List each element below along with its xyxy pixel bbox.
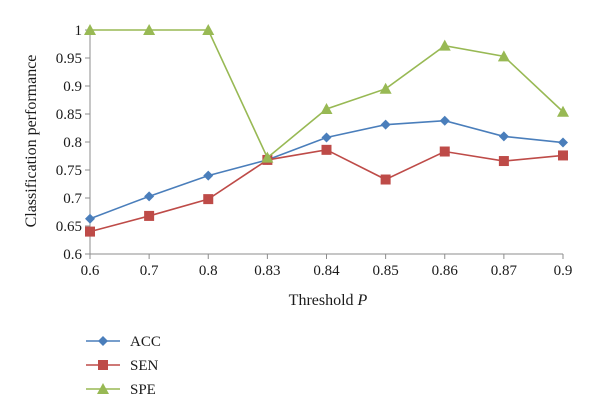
y-tick-label: 0.9 <box>63 79 82 95</box>
y-tick-label: 0.85 <box>56 107 82 123</box>
legend-marker <box>98 360 108 370</box>
y-tick-label: 1 <box>75 23 83 39</box>
data-point-sen <box>144 210 155 221</box>
x-tick-label: 0.87 <box>491 263 518 279</box>
data-point-sen <box>85 226 95 237</box>
y-tick-label: 0.75 <box>56 163 82 179</box>
y-tick-label: 0.95 <box>56 51 82 67</box>
y-tick-label: 0.8 <box>63 135 82 151</box>
series-sen <box>85 144 568 237</box>
data-point-spe <box>202 24 215 35</box>
legend: ACC SEN SPE <box>86 334 161 398</box>
data-point-sen <box>498 156 509 167</box>
data-point-sen <box>203 194 214 205</box>
x-axis-title: Threshold P <box>289 292 368 309</box>
data-point-acc <box>380 119 391 130</box>
legend-item-spe: SPE <box>86 382 156 398</box>
series-layer <box>84 24 569 237</box>
x-tick-label: 0.85 <box>373 263 399 279</box>
y-axis-title: Classification performance <box>23 55 40 228</box>
data-point-sen <box>321 144 332 155</box>
data-point-spe <box>320 102 333 114</box>
data-point-acc <box>144 191 155 202</box>
x-axis-title-text: Threshold <box>289 292 354 309</box>
data-point-sen <box>439 146 450 157</box>
data-point-acc <box>85 213 95 224</box>
legend-label: SPE <box>130 382 156 398</box>
data-point-spe <box>438 39 451 51</box>
data-point-acc <box>321 132 332 143</box>
data-point-sen <box>558 150 568 161</box>
legend-item-acc: ACC <box>86 334 161 350</box>
series-acc <box>85 115 568 224</box>
y-tick-label: 0.6 <box>63 247 82 263</box>
data-point-acc <box>203 170 214 181</box>
data-point-acc <box>439 115 450 126</box>
x-tick-label: 0.8 <box>199 263 218 279</box>
data-point-spe <box>261 151 274 163</box>
x-axis-title-variable: P <box>357 292 368 309</box>
x-tick-label: 0.86 <box>432 263 459 279</box>
x-tick-label: 0.83 <box>254 263 280 279</box>
x-tick-label: 0.9 <box>554 263 573 279</box>
legend-label: ACC <box>130 334 161 350</box>
legend-marker <box>97 383 109 394</box>
x-tick-label: 0.84 <box>313 263 340 279</box>
data-point-acc <box>558 137 568 148</box>
series-line-sen <box>89 149 564 233</box>
legend-marker <box>98 336 108 346</box>
data-point-spe <box>379 82 392 94</box>
data-point-spe <box>84 24 96 35</box>
data-point-spe <box>557 105 569 117</box>
data-point-sen <box>380 174 391 185</box>
axes: 0.6 0.65 0.7 0.75 0.8 0.85 0.9 0.95 1 0.6 0.7 0.8 0.… <box>56 23 573 279</box>
y-tick-label: 0.65 <box>56 219 82 235</box>
legend-item-sen: SEN <box>86 358 159 374</box>
data-point-spe <box>497 50 510 62</box>
data-point-spe <box>143 24 156 35</box>
y-tick-label: 0.7 <box>63 191 82 207</box>
x-tick-label: 0.6 <box>81 263 100 279</box>
x-tick-label: 0.7 <box>140 263 159 279</box>
data-point-acc <box>498 131 509 142</box>
legend-label: SEN <box>130 358 159 374</box>
series-spe <box>84 24 569 163</box>
